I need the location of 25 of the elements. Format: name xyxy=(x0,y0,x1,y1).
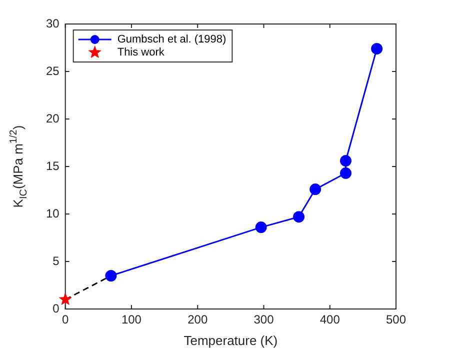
point xyxy=(310,184,322,196)
x-tick-label: 0 xyxy=(62,312,70,327)
point xyxy=(340,167,352,179)
y-tick-label: 0 xyxy=(52,301,60,316)
x-tick-label: 200 xyxy=(188,312,208,327)
point xyxy=(293,211,305,223)
point xyxy=(105,270,117,282)
point xyxy=(340,155,352,167)
x-axis-title: Temperature (K) xyxy=(184,332,278,348)
y-tick-label: 15 xyxy=(46,158,60,173)
x-tick-label: 400 xyxy=(320,312,340,327)
x-tick-label: 500 xyxy=(386,312,406,327)
y-axis-title: KIC(MPa m1/2) xyxy=(8,125,30,208)
y-tick-label: 20 xyxy=(46,111,60,126)
point xyxy=(371,42,383,54)
legend-label: Gumbsch et al. (1998) xyxy=(117,34,226,46)
x-tick-label: 300 xyxy=(254,312,274,327)
y-tick-label: 25 xyxy=(46,64,60,78)
legend-label: This work xyxy=(117,46,165,59)
point xyxy=(58,292,72,306)
point xyxy=(255,222,267,234)
y-tick-label: 30 xyxy=(46,16,60,30)
y-tick-label: 5 xyxy=(52,254,60,268)
x-tick-label: 100 xyxy=(121,312,142,327)
y-tick-label: 10 xyxy=(46,206,60,220)
